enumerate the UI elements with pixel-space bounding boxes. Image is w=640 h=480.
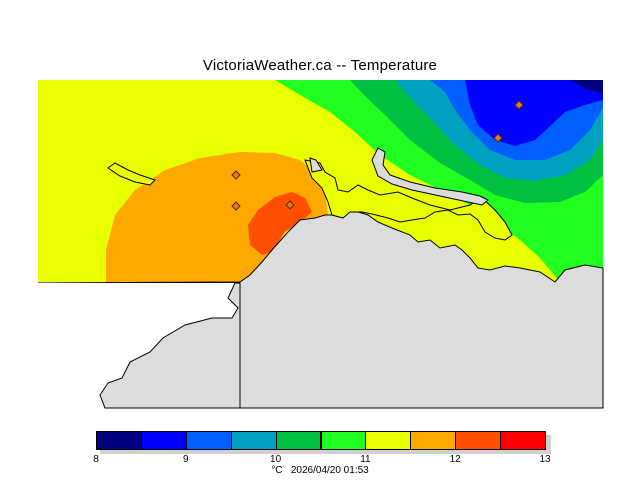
footer-caption: °C 2026/04/20 01:53 [0,465,640,476]
field-blue-zone [465,80,603,146]
station-marker[interactable] [285,200,295,210]
inlet-island [309,157,323,173]
station-marker[interactable] [514,100,524,110]
colorbar-swatch [185,431,232,450]
north-spit [371,147,489,206]
colorbar-swatch [365,431,412,450]
colorbar-tick-label: 11 [360,454,371,465]
colorbar-swatch [320,431,367,450]
colorbar-swatch [500,431,546,450]
southern-land-west [99,282,241,409]
unit-label: °C [271,465,283,476]
colorbar-swatch [96,431,142,450]
colorbar-swatch [455,431,502,450]
colorbar-swatch [140,431,187,450]
field-red-orange-zone [248,192,312,255]
small-island [107,162,156,186]
station-markers [231,100,524,211]
chart-title: VictoriaWeather.ca -- Temperature [202,57,438,74]
station-marker[interactable] [231,201,241,211]
colorbar-swatch [275,431,322,450]
peninsula-land [304,159,513,241]
field-navy-zone [570,80,603,93]
timestamp: 2026/04/20 01:53 [290,465,369,476]
station-marker[interactable] [493,133,503,143]
colorbar-swatch [410,431,457,450]
field-orange-zone [106,152,328,282]
colorbar-swatch [230,431,277,450]
colorbar-tick-label: 9 [183,454,189,465]
colorbar-tick-label: 12 [449,454,461,465]
colorbar-tick-label: 10 [270,454,282,465]
colorbar [96,431,546,450]
colorbar-tick-label: 8 [93,454,99,465]
station-marker[interactable] [231,170,241,180]
land-mass [37,147,604,409]
colorbar-tick-label: 13 [539,454,551,465]
